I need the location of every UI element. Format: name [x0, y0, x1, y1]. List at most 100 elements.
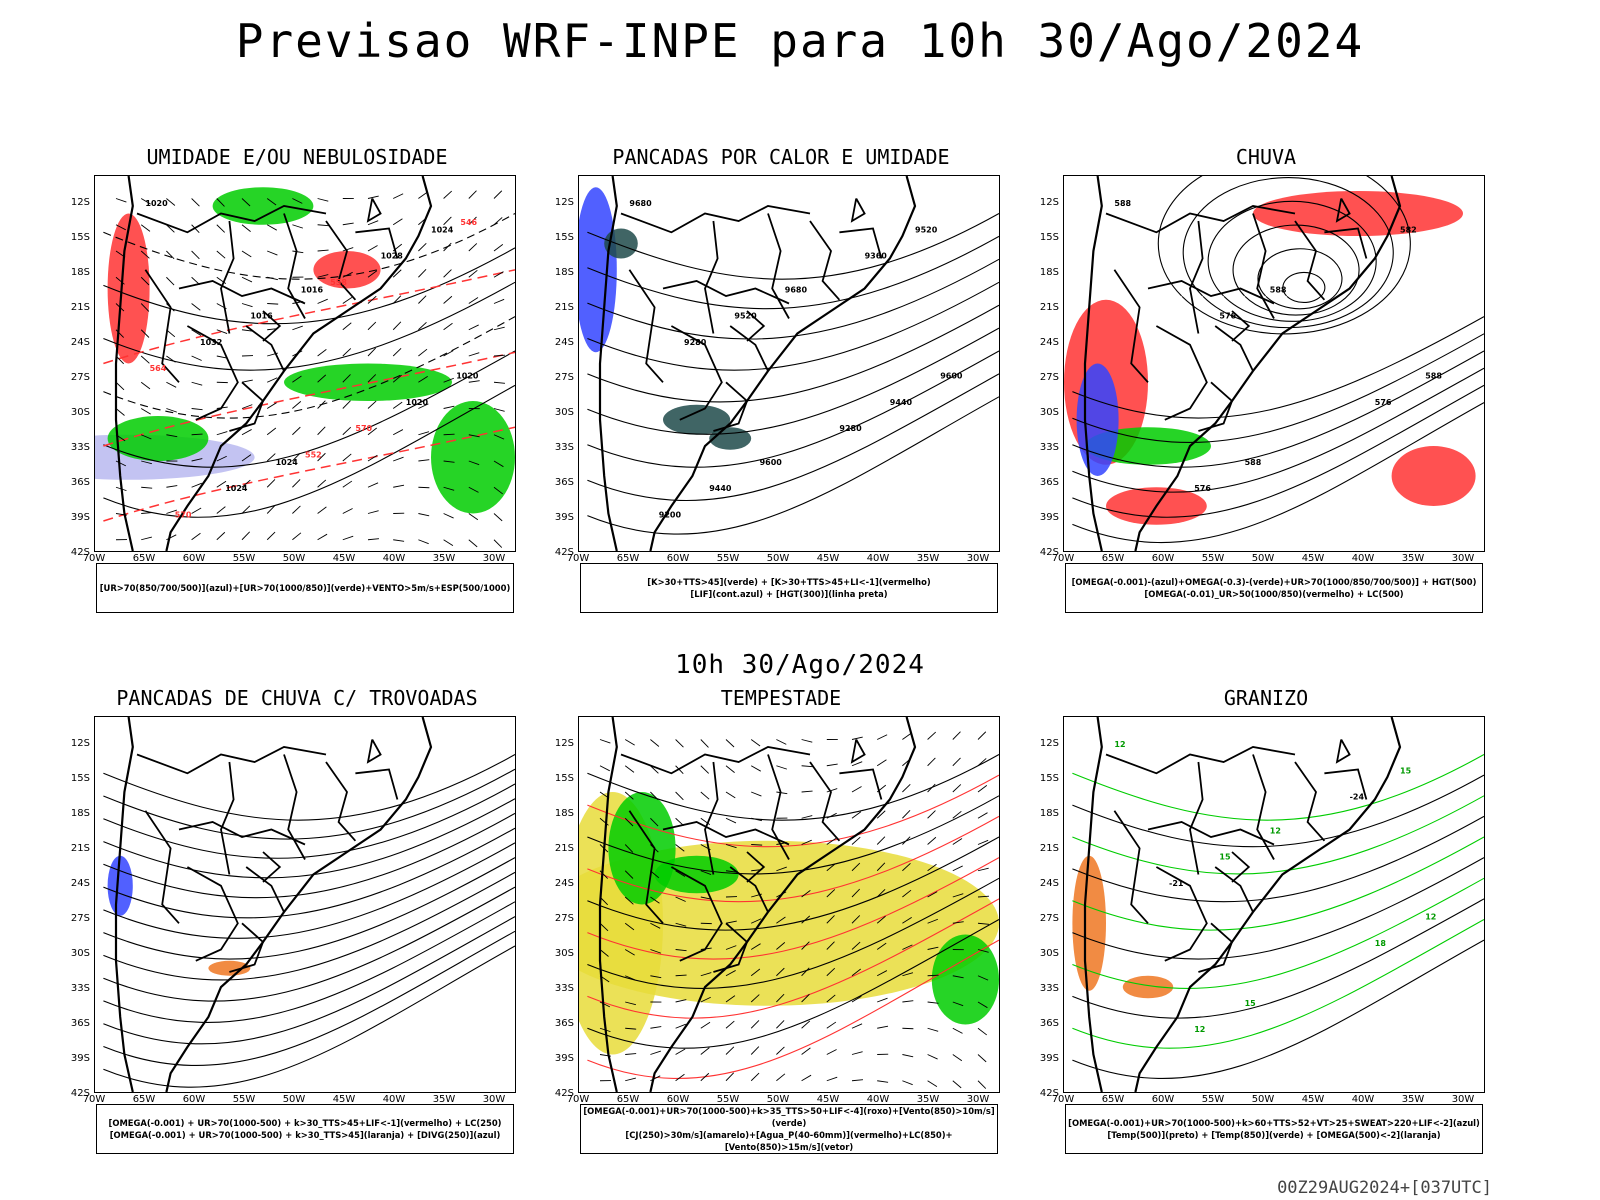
wind-arrow [952, 865, 963, 872]
longitude-label: 45W [816, 1094, 840, 1105]
wind-arrow [141, 486, 153, 489]
wind-arrow [367, 220, 379, 226]
state-border [1155, 325, 1208, 421]
wind-arrow [750, 1072, 760, 1082]
wind-arrow [493, 513, 503, 522]
wind-arrow [625, 1077, 636, 1082]
wind-arrow [140, 303, 150, 312]
wind-arrow [927, 863, 937, 872]
wind-arrow [700, 1047, 710, 1055]
wind-arrow [876, 889, 886, 898]
wind-arrow [317, 374, 327, 383]
latitude-label: 39S [1039, 512, 1059, 523]
longitude-label: 55W [716, 1094, 740, 1105]
state-border [1231, 310, 1251, 342]
latitude-label: 21S [1039, 843, 1059, 854]
wind-arrow [241, 329, 253, 332]
wind-arrow [443, 350, 454, 357]
wind-arrow [418, 191, 428, 199]
latitude-label: 18S [70, 267, 90, 278]
contour-line [103, 247, 515, 325]
wind-arrow [418, 375, 428, 383]
wind-arrow [776, 967, 785, 977]
wind-arrow [493, 460, 504, 468]
contour-line [587, 877, 999, 989]
field-shading [1391, 446, 1476, 506]
wind-arrow [750, 943, 761, 950]
wind-arrow [393, 456, 404, 462]
legend-line: [OMEGA(-0.01)_UR>50(1000/850)(vermelho) … [1144, 589, 1404, 599]
latitude-label: 39S [554, 1053, 574, 1064]
wind-arrow [241, 404, 253, 409]
wind-arrow [191, 381, 203, 386]
contour-label: 9600 [940, 372, 963, 381]
wind-arrow [342, 426, 352, 436]
wind-arrow [801, 839, 812, 845]
wind-arrow [851, 786, 862, 793]
wind-arrow [675, 1073, 685, 1082]
latitude-label: 33S [70, 442, 90, 453]
longitude-label: 30W [482, 1094, 506, 1105]
panel-trovoadas: PANCADAS DE CHUVA C/ TROVOADAS 12S 15S 18S 2… [62, 686, 532, 1156]
legend-box: [OMEGA(-0.001)+UR>70(1000-500)+k>60+TTS>… [1065, 1104, 1483, 1154]
wind-arrow [443, 513, 454, 519]
wind-arrow [675, 999, 687, 1003]
latitude-label: 42S [554, 1088, 574, 1099]
wind-arrow [650, 739, 660, 747]
wind-arrow [801, 790, 813, 793]
wind-arrow [851, 1051, 863, 1055]
wind-arrow [750, 1020, 760, 1029]
panel-title: TEMPESTADE [720, 686, 842, 710]
wind-arrow [725, 995, 736, 1003]
state-border [839, 768, 883, 800]
wind-arrow [902, 783, 911, 793]
latitude-label: 42S [554, 547, 574, 558]
wind-arrow [776, 739, 787, 745]
latitude-label: 12S [70, 197, 90, 208]
latitude-label: 24S [70, 337, 90, 348]
wind-arrow [650, 817, 659, 827]
state-border [713, 922, 749, 973]
state-border [229, 381, 265, 432]
wind-arrow [317, 274, 329, 278]
wind-arrow [191, 250, 200, 260]
wind-arrow [191, 433, 203, 436]
wind-arrow [624, 817, 634, 827]
wind-arrow [851, 915, 861, 924]
wind-arrow [216, 329, 228, 335]
wind-arrow [443, 405, 455, 409]
wind-arrow [876, 970, 888, 977]
longitude-label: 50W [1251, 553, 1275, 564]
wind-arrow [292, 198, 303, 204]
wind-arrow [599, 739, 611, 744]
wind-arrow [216, 506, 226, 514]
wind-arrow [700, 870, 712, 876]
wind-arrow [191, 329, 202, 336]
longitude-label: 70W [1051, 1094, 1075, 1105]
state-border [1105, 746, 1296, 775]
longitude-label: 65W [132, 1094, 156, 1105]
wind-arrow [367, 245, 378, 252]
legend-box: [OMEGA(-0.001)-(azul)+OMEGA(-0.3)-(verde… [1065, 563, 1483, 613]
wind-arrow [468, 486, 479, 493]
wind-arrow [292, 452, 301, 462]
longitude-label: 45W [332, 553, 356, 564]
legend-box: [UR>70(850/700/500)](azul)+[UR>70(1000/8… [96, 563, 514, 613]
wind-arrow [851, 1023, 863, 1029]
longitude-label: 35W [916, 1094, 940, 1105]
wind-arrow [141, 536, 152, 541]
wind-arrow [725, 817, 737, 824]
latitude-label: 39S [70, 1053, 90, 1064]
longitude-label: 60W [666, 1094, 690, 1105]
wind-arrow [292, 426, 301, 436]
wind-arrow [675, 739, 684, 748]
legend-line: [OMEGA(-0.001)-(azul)+OMEGA(-0.3)-(verde… [1071, 577, 1477, 587]
latitude-label: 21S [70, 302, 90, 313]
wind-arrow [650, 949, 661, 954]
wind-arrow [776, 1046, 785, 1055]
state-border [704, 220, 719, 334]
wind-arrow [624, 896, 634, 905]
wind-arrow [927, 836, 937, 845]
wind-arrow [493, 381, 505, 384]
contour-label: 12 [1425, 913, 1436, 922]
